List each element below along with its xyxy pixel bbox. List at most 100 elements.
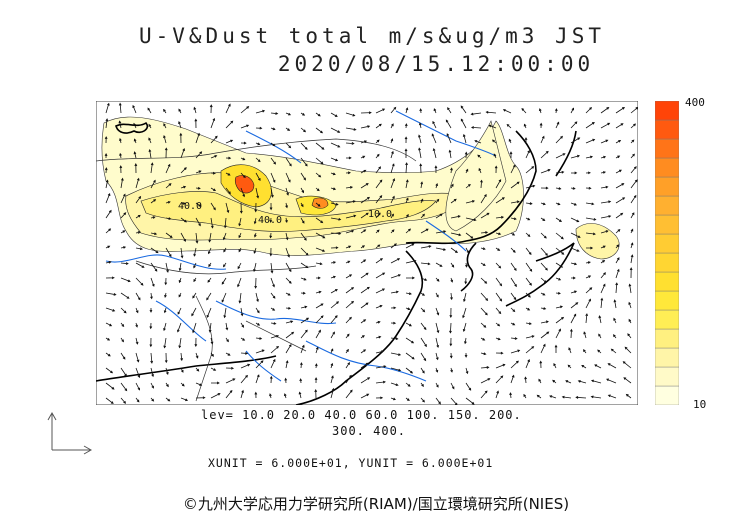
wind-vector-arrow (225, 187, 231, 195)
wind-vector-arrow (225, 352, 231, 356)
wind-vector-arrow (191, 307, 197, 317)
wind-vector-arrow (540, 307, 547, 310)
wind-vector-arrow (178, 262, 182, 272)
wind-vector-arrow (570, 186, 576, 190)
wind-vector-arrow (269, 202, 273, 211)
wind-vector-arrow (195, 217, 201, 227)
wind-vector-arrow (255, 172, 261, 182)
wind-vector-arrow (300, 329, 308, 339)
wind-vector-arrow (435, 397, 441, 405)
wind-vector-arrow (390, 163, 395, 174)
wind-vector-arrow (240, 106, 250, 114)
wind-vector-arrow (495, 307, 502, 315)
wind-vector-arrow (465, 367, 469, 375)
wind-vector-arrow (405, 214, 409, 219)
wind-vector-arrow (255, 349, 265, 354)
wind-vector-arrow (570, 232, 581, 238)
wind-vector-arrow (555, 316, 565, 324)
wind-vector-arrow (315, 217, 324, 224)
wind-vector-arrow (420, 181, 424, 189)
wind-vector-arrow (590, 379, 602, 384)
wind-vector-arrow (540, 168, 551, 174)
wind-vector-arrow (210, 171, 216, 175)
wind-vector-arrow (330, 112, 338, 117)
wind-vector-arrow (570, 202, 577, 206)
wind-vector-arrow (478, 167, 482, 174)
wind-vector-arrow (330, 202, 339, 206)
wind-vector-arrow (465, 183, 471, 189)
wind-vector-arrow (195, 382, 203, 386)
wind-vector-arrow (615, 107, 625, 114)
wind-vector-arrow (194, 337, 198, 348)
wind-vector-arrow (510, 374, 515, 384)
wind-vector-arrow (120, 212, 127, 219)
wind-vector-arrow (390, 382, 399, 386)
wind-vector-arrow (255, 142, 261, 146)
wind-vector-arrow (119, 152, 122, 159)
wind-vector-arrow (495, 247, 501, 251)
dust-wind-map: 40.0 40.0 10.0 (96, 101, 638, 405)
wind-vector-arrow (480, 307, 488, 316)
wind-vector-arrow (630, 194, 637, 204)
wind-vector-arrow (615, 268, 620, 279)
wind-vector-arrow (255, 292, 259, 303)
wind-vector-arrow (270, 172, 276, 183)
wind-vector-arrow (135, 382, 140, 391)
wind-vector-arrow (464, 262, 468, 268)
wind-vector-arrow (345, 112, 356, 117)
wind-vector-arrow (300, 217, 305, 224)
wind-vector-arrow (300, 305, 308, 309)
color-scale-svg (654, 100, 680, 406)
color-scale-step (654, 138, 680, 159)
wind-vector-arrow (314, 389, 318, 399)
wind-vector-arrow (164, 277, 168, 286)
wind-vector-arrow (105, 337, 111, 341)
wind-vector-arrow (510, 349, 521, 354)
wind-vector-arrow (360, 169, 367, 174)
wind-vector-arrow (540, 277, 547, 283)
wind-vector-arrow (420, 277, 428, 281)
wind-vector-arrow (418, 134, 422, 144)
wind-vector-arrow (360, 140, 368, 144)
wind-vector-arrow (165, 367, 169, 375)
wind-vector-arrow (610, 348, 617, 354)
wind-vector-arrow (630, 106, 638, 114)
wind-vector-arrow (360, 212, 369, 219)
wind-vector-arrow (510, 164, 516, 174)
wind-vector-arrow (360, 377, 371, 384)
wind-vector-arrow (630, 242, 634, 249)
wind-vector-arrow (450, 198, 457, 204)
wind-vector-arrow (285, 320, 294, 324)
wind-vector-arrow (480, 194, 487, 204)
wind-vector-arrow (607, 363, 617, 369)
wind-vector-arrow (480, 277, 488, 284)
wind-vector-arrow (418, 122, 422, 129)
wind-vector-arrow (148, 137, 152, 144)
wind-vector-arrow (238, 247, 242, 253)
wind-vector-arrow (465, 217, 477, 222)
wind-vector-arrow (525, 166, 535, 174)
wind-vector-arrow (585, 107, 592, 114)
wind-vector-arrow (345, 142, 355, 145)
wind-vector-arrow (240, 141, 247, 145)
wind-vector-arrow (285, 127, 291, 131)
wind-vector-arrow (120, 382, 128, 392)
wind-vector-arrow (570, 107, 574, 114)
wind-vector-arrow (420, 307, 426, 313)
wind-vector-arrow (506, 123, 512, 129)
wind-vector-arrow (165, 247, 172, 258)
wind-vector-arrow (120, 322, 125, 328)
wind-vector-arrow (360, 349, 367, 354)
wind-vector-arrow (345, 374, 352, 384)
wind-vector-arrow (195, 132, 200, 144)
wind-vector-arrow (315, 172, 322, 178)
wind-vector-arrow (449, 352, 453, 359)
wind-vector-arrow (315, 290, 322, 294)
wind-vector-arrow (525, 359, 530, 369)
wind-vector-arrow (180, 367, 184, 373)
wind-vector-arrow (255, 337, 263, 340)
wind-vector-arrow (165, 382, 169, 388)
wind-vector-arrow (240, 363, 251, 369)
wind-vector-arrow (510, 262, 517, 271)
wind-vector-arrow (480, 366, 490, 369)
